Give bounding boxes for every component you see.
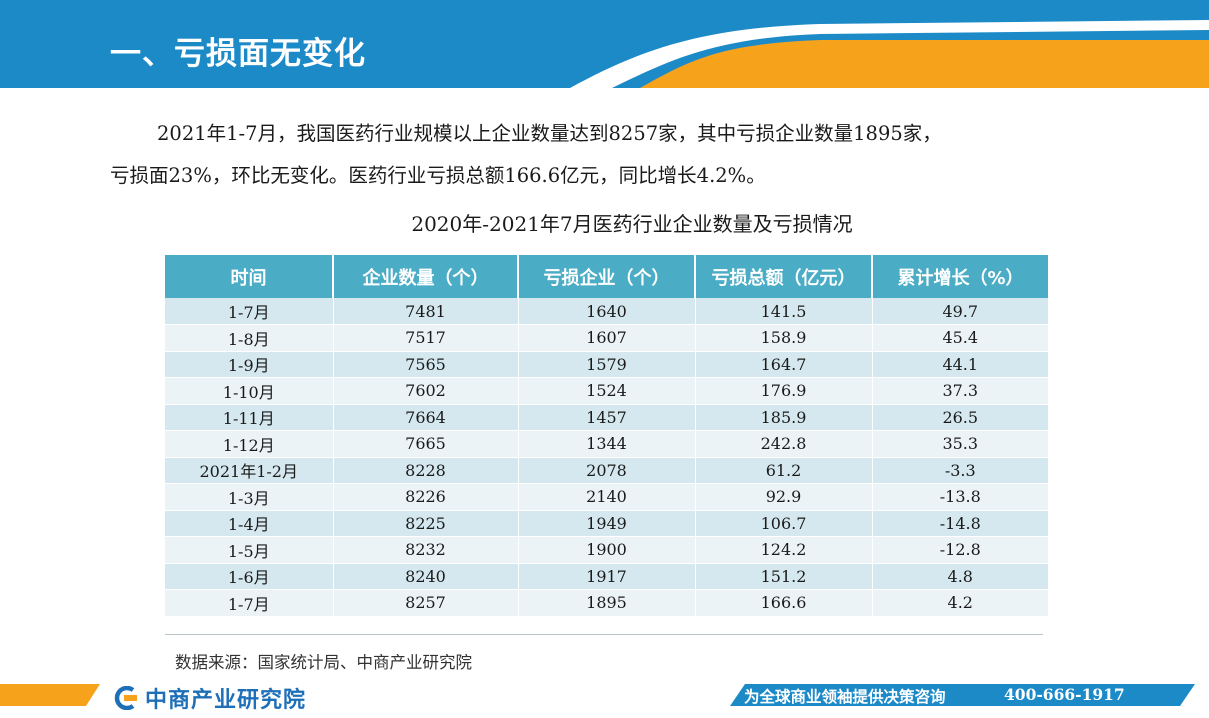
cell-enterprises: 7565 bbox=[333, 351, 519, 378]
cell-loss-enterprises: 1917 bbox=[518, 563, 696, 590]
table-row: 2021年1-2月 8228 2078 61.2 -3.3 bbox=[165, 457, 1048, 484]
cell-growth: -13.8 bbox=[872, 483, 1048, 511]
table-row: 1-9月 7565 1579 164.7 44.1 bbox=[165, 351, 1048, 378]
table-row: 1-4月 8225 1949 106.7 -14.8 bbox=[165, 510, 1048, 537]
table-row: 1-8月 7517 1607 158.9 45.4 bbox=[165, 324, 1048, 352]
cell-total-loss: 185.9 bbox=[695, 404, 873, 431]
cell-loss-enterprises: 1344 bbox=[518, 430, 696, 458]
header-background bbox=[0, 0, 1209, 88]
table-title: 2020年-2021年7月医药行业企业数量及亏损情况 bbox=[411, 212, 853, 236]
cell-enterprises: 7665 bbox=[333, 430, 519, 458]
source-divider bbox=[165, 634, 1043, 635]
cell-loss-enterprises: 2078 bbox=[518, 457, 696, 484]
cell-growth: 35.3 bbox=[872, 430, 1048, 458]
cell-total-loss: 176.9 bbox=[695, 377, 873, 405]
cell-enterprises: 8257 bbox=[333, 589, 519, 617]
cell-total-loss: 158.9 bbox=[695, 324, 873, 352]
table-row: 1-12月 7665 1344 242.8 35.3 bbox=[165, 430, 1048, 458]
cell-enterprises: 8228 bbox=[333, 457, 519, 484]
column-header-total-loss: 亏损总额（亿元） bbox=[695, 255, 873, 298]
cell-growth: 45.4 bbox=[872, 324, 1048, 352]
table-row: 1-3月 8226 2140 92.9 -13.8 bbox=[165, 483, 1048, 511]
cell-time: 1-9月 bbox=[165, 351, 334, 378]
cell-growth: -3.3 bbox=[872, 457, 1048, 484]
column-header-loss-enterprises: 亏损企业（个） bbox=[518, 255, 696, 298]
header-banner: 一、亏损面无变化 bbox=[0, 0, 1209, 88]
brand-logo-text: 中商产业研究院 bbox=[145, 688, 307, 713]
cell-time: 1-7月 bbox=[165, 589, 334, 617]
cell-time: 1-5月 bbox=[165, 536, 334, 564]
cell-loss-enterprises: 2140 bbox=[518, 483, 696, 511]
cell-total-loss: 92.9 bbox=[695, 483, 873, 511]
cell-loss-enterprises: 1607 bbox=[518, 324, 696, 352]
cell-enterprises: 8225 bbox=[333, 510, 519, 537]
table-header-row: 时间 企业数量（个） 亏损企业（个） 亏损总额（亿元） 累计增长（%） bbox=[165, 255, 1048, 298]
cell-time: 2021年1-2月 bbox=[165, 457, 334, 484]
cell-enterprises: 8240 bbox=[333, 563, 519, 590]
footer-banner bbox=[0, 680, 1209, 718]
cell-total-loss: 242.8 bbox=[695, 430, 873, 458]
cell-total-loss: 106.7 bbox=[695, 510, 873, 537]
intro-line-1: 2021年1-7月，我国医药行业规模以上企业数量达到8257家，其中亏损企业数量… bbox=[157, 122, 942, 145]
cell-total-loss: 124.2 bbox=[695, 536, 873, 564]
data-source-note: 数据来源：国家统计局、中商产业研究院 bbox=[175, 653, 472, 672]
table-row: 1-7月 8257 1895 166.6 4.2 bbox=[165, 589, 1048, 617]
brand-logo: 中商产业研究院 bbox=[113, 682, 306, 714]
cell-loss-enterprises: 1640 bbox=[518, 298, 696, 325]
cell-enterprises: 8232 bbox=[333, 536, 519, 564]
footer-slogan: 为全球商业领袖提供决策咨询 bbox=[744, 687, 946, 706]
cell-loss-enterprises: 1579 bbox=[518, 351, 696, 378]
cell-loss-enterprises: 1457 bbox=[518, 404, 696, 431]
cell-loss-enterprises: 1524 bbox=[518, 377, 696, 405]
cell-growth: -14.8 bbox=[872, 510, 1048, 537]
cell-time: 1-8月 bbox=[165, 324, 334, 352]
footer-background bbox=[0, 684, 1195, 706]
cell-time: 1-11月 bbox=[165, 404, 334, 431]
cell-enterprises: 7602 bbox=[333, 377, 519, 405]
table-row: 1-7月 7481 1640 141.5 49.7 bbox=[165, 298, 1048, 325]
loss-data-table: 时间 企业数量（个） 亏损企业（个） 亏损总额（亿元） 累计增长（%） 1-7月… bbox=[165, 255, 1048, 617]
column-header-time: 时间 bbox=[165, 255, 334, 298]
brand-logo-icon bbox=[114, 686, 137, 710]
intro-line-2: 亏损面23%，环比无变化。医药行业亏损总额166.6亿元，同比增长4.2%。 bbox=[110, 164, 766, 187]
page-title: 一、亏损面无变化 bbox=[110, 36, 366, 72]
cell-loss-enterprises: 1900 bbox=[518, 536, 696, 564]
cell-loss-enterprises: 1895 bbox=[518, 589, 696, 617]
cell-enterprises: 7517 bbox=[333, 324, 519, 352]
cell-growth: -12.8 bbox=[872, 536, 1048, 564]
cell-growth: 37.3 bbox=[872, 377, 1048, 405]
table-row: 1-10月 7602 1524 176.9 37.3 bbox=[165, 377, 1048, 405]
cell-time: 1-4月 bbox=[165, 510, 334, 537]
cell-growth: 44.1 bbox=[872, 351, 1048, 378]
cell-enterprises: 7481 bbox=[333, 298, 519, 325]
table-row: 1-11月 7664 1457 185.9 26.5 bbox=[165, 404, 1048, 431]
cell-growth: 4.2 bbox=[872, 589, 1048, 617]
cell-growth: 4.8 bbox=[872, 563, 1048, 590]
cell-total-loss: 141.5 bbox=[695, 298, 873, 325]
column-header-enterprises: 企业数量（个） bbox=[333, 255, 519, 298]
cell-time: 1-10月 bbox=[165, 377, 334, 405]
column-header-cumulative-growth: 累计增长（%） bbox=[872, 255, 1048, 298]
cell-growth: 26.5 bbox=[872, 404, 1048, 431]
cell-loss-enterprises: 1949 bbox=[518, 510, 696, 537]
cell-growth: 49.7 bbox=[872, 298, 1048, 325]
cell-total-loss: 164.7 bbox=[695, 351, 873, 378]
cell-time: 1-6月 bbox=[165, 563, 334, 590]
cell-enterprises: 7664 bbox=[333, 404, 519, 431]
cell-total-loss: 151.2 bbox=[695, 563, 873, 590]
cell-time: 1-7月 bbox=[165, 298, 334, 325]
intro-paragraph: 2021年1-7月，我国医药行业规模以上企业数量达到8257家，其中亏损企业数量… bbox=[110, 113, 1100, 197]
cell-time: 1-12月 bbox=[165, 430, 334, 458]
table-row: 1-5月 8232 1900 124.2 -12.8 bbox=[165, 536, 1048, 564]
footer-phone: 400-666-1917 bbox=[1004, 685, 1125, 704]
cell-total-loss: 166.6 bbox=[695, 589, 873, 617]
cell-enterprises: 8226 bbox=[333, 483, 519, 511]
cell-total-loss: 61.2 bbox=[695, 457, 873, 484]
cell-time: 1-3月 bbox=[165, 483, 334, 511]
table-row: 1-6月 8240 1917 151.2 4.8 bbox=[165, 563, 1048, 590]
